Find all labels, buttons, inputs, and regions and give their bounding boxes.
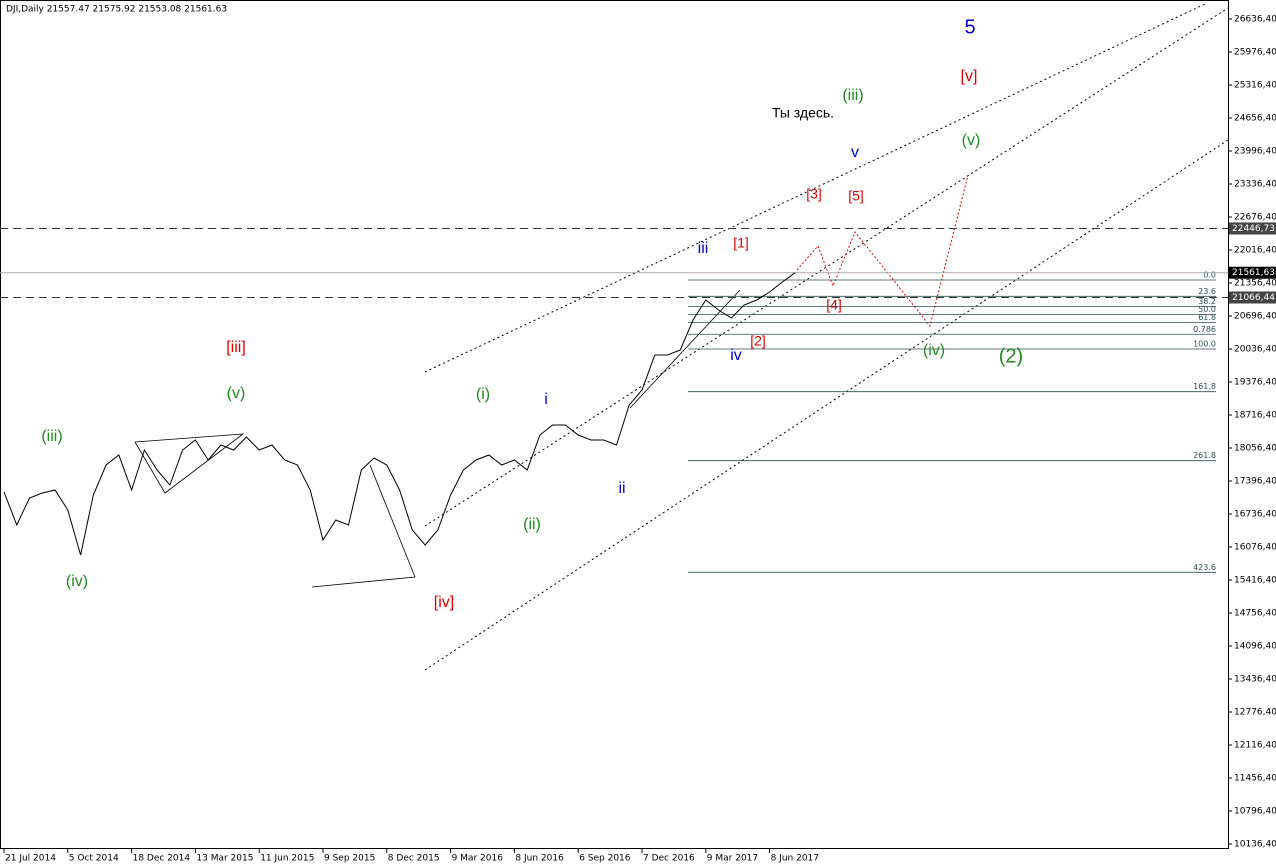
pattern-lines — [134, 289, 741, 588]
level-label: 22446,73 — [1232, 224, 1275, 234]
x-tick-label: 6 Sep 2016 — [579, 854, 631, 864]
y-tick-label: 19376,40 — [1234, 378, 1276, 388]
y-tick-label: 24656,40 — [1234, 114, 1276, 124]
y-tick-label: 13436,40 — [1234, 675, 1276, 685]
level-tag — [1229, 266, 1276, 279]
y-tick-label: 18056,40 — [1234, 444, 1276, 454]
wave-label: (iii) — [842, 87, 863, 104]
wave-label: [iii] — [226, 339, 246, 356]
y-tick-label: 15416,40 — [1234, 576, 1276, 586]
y-tick-label: 10796,40 — [1234, 807, 1276, 817]
wave-label: [2] — [750, 333, 766, 349]
fib-label: 0.786 — [1193, 325, 1216, 334]
y-tick-label: 10136,40 — [1234, 840, 1276, 850]
wave-label: [v] — [961, 68, 978, 85]
y-tick-label: 23996,40 — [1234, 147, 1276, 157]
wave-label: [iv] — [434, 594, 454, 611]
fib-label: 38.2 — [1198, 297, 1216, 306]
wave-label: (iv) — [923, 342, 945, 359]
y-tick-label: 20036,40 — [1234, 345, 1276, 355]
y-tick-label: 16736,40 — [1234, 510, 1276, 520]
fib-label: 23.6 — [1198, 287, 1216, 296]
y-tick-label: 25316,40 — [1234, 81, 1276, 91]
x-tick-label: 9 Mar 2016 — [452, 854, 504, 864]
x-tick-label: 21 Jul 2014 — [5, 854, 56, 864]
x-tick-label: 8 Jun 2017 — [771, 854, 819, 864]
y-tick-label: 22676,40 — [1234, 213, 1276, 223]
x-tick-label: 7 Dec 2016 — [643, 854, 695, 864]
y-tick-label: 14096,40 — [1234, 642, 1276, 652]
fib-label: 261.8 — [1193, 451, 1216, 460]
triangle — [311, 464, 416, 588]
x-tick-label: 13 Mar 2015 — [196, 854, 253, 864]
level-label: 21561,63 — [1232, 268, 1275, 278]
wave-label: Ты здесь. — [772, 105, 834, 121]
wave-label: [1] — [733, 235, 749, 251]
wave-label: (iii) — [41, 428, 62, 445]
x-tick-label: 11 Jun 2015 — [260, 854, 314, 864]
x-tick-label: 8 Dec 2015 — [388, 854, 440, 864]
y-tick-label: 17396,40 — [1234, 477, 1276, 487]
header: DJI,Daily 21557.47 21575.92 21553.08 215… — [6, 5, 227, 15]
y-tick-label: 20696,40 — [1234, 312, 1276, 322]
triangle — [134, 433, 245, 494]
y-tick-label: 22016,40 — [1234, 246, 1276, 256]
level-tag — [1229, 291, 1276, 304]
y-tick-label: 14756,40 — [1234, 609, 1276, 619]
wave-label: (i) — [476, 386, 490, 403]
wave-label: [3] — [806, 186, 822, 202]
channel-line — [424, 7, 1229, 527]
y-tick-label: 25976,40 — [1234, 48, 1276, 58]
y-tick-label: 21356,40 — [1234, 279, 1276, 289]
wave-label: iii — [698, 240, 709, 257]
x-tick-label: 18 Dec 2014 — [133, 854, 191, 864]
plot-frame — [0, 0, 1229, 849]
level-tag — [1229, 222, 1276, 235]
y-tick-label: 26636,40 — [1234, 15, 1276, 25]
fib-label: 161.8 — [1193, 382, 1216, 391]
y-tick-label: 23336,40 — [1234, 180, 1276, 190]
y-tick-label: 12776,40 — [1234, 708, 1276, 718]
wave-label: (v) — [962, 132, 981, 149]
trend-line — [629, 289, 741, 409]
y-tick-label: 16076,40 — [1234, 543, 1276, 553]
y-tick-label: 11456,40 — [1234, 774, 1276, 784]
x-tick-label: 5 Oct 2014 — [69, 854, 119, 864]
wave-label: 5 — [964, 16, 975, 38]
fib-label: 100.0 — [1193, 340, 1216, 349]
y-tick-label: 18716,40 — [1234, 411, 1276, 421]
channel-line — [424, 3, 1206, 373]
price-line — [3, 272, 796, 556]
wave-label: (2) — [999, 345, 1023, 367]
y-tick-label: 12116,40 — [1234, 741, 1276, 751]
x-tick-label: 9 Sep 2015 — [324, 854, 375, 864]
wave-label: iv — [730, 347, 742, 364]
fib-label: 61.8 — [1198, 313, 1216, 322]
wave-label: v — [851, 144, 859, 161]
fib-label: 50.0 — [1198, 305, 1216, 314]
wave-label: [4] — [826, 297, 842, 313]
fib-label: 423.6 — [1193, 563, 1216, 572]
wave-label: i — [544, 391, 548, 408]
wave-label: (v) — [227, 385, 246, 402]
x-tick-label: 9 Mar 2017 — [707, 854, 758, 864]
wave-label: (iv) — [66, 573, 88, 590]
level-label: 21066,44 — [1232, 293, 1275, 303]
fib-label: 0.0 — [1203, 271, 1216, 280]
x-tick-label: 8 Jun 2016 — [515, 854, 564, 864]
wave-label: ii — [618, 480, 625, 497]
wave-label: [5] — [848, 188, 864, 204]
wave-label: (ii) — [523, 516, 541, 533]
